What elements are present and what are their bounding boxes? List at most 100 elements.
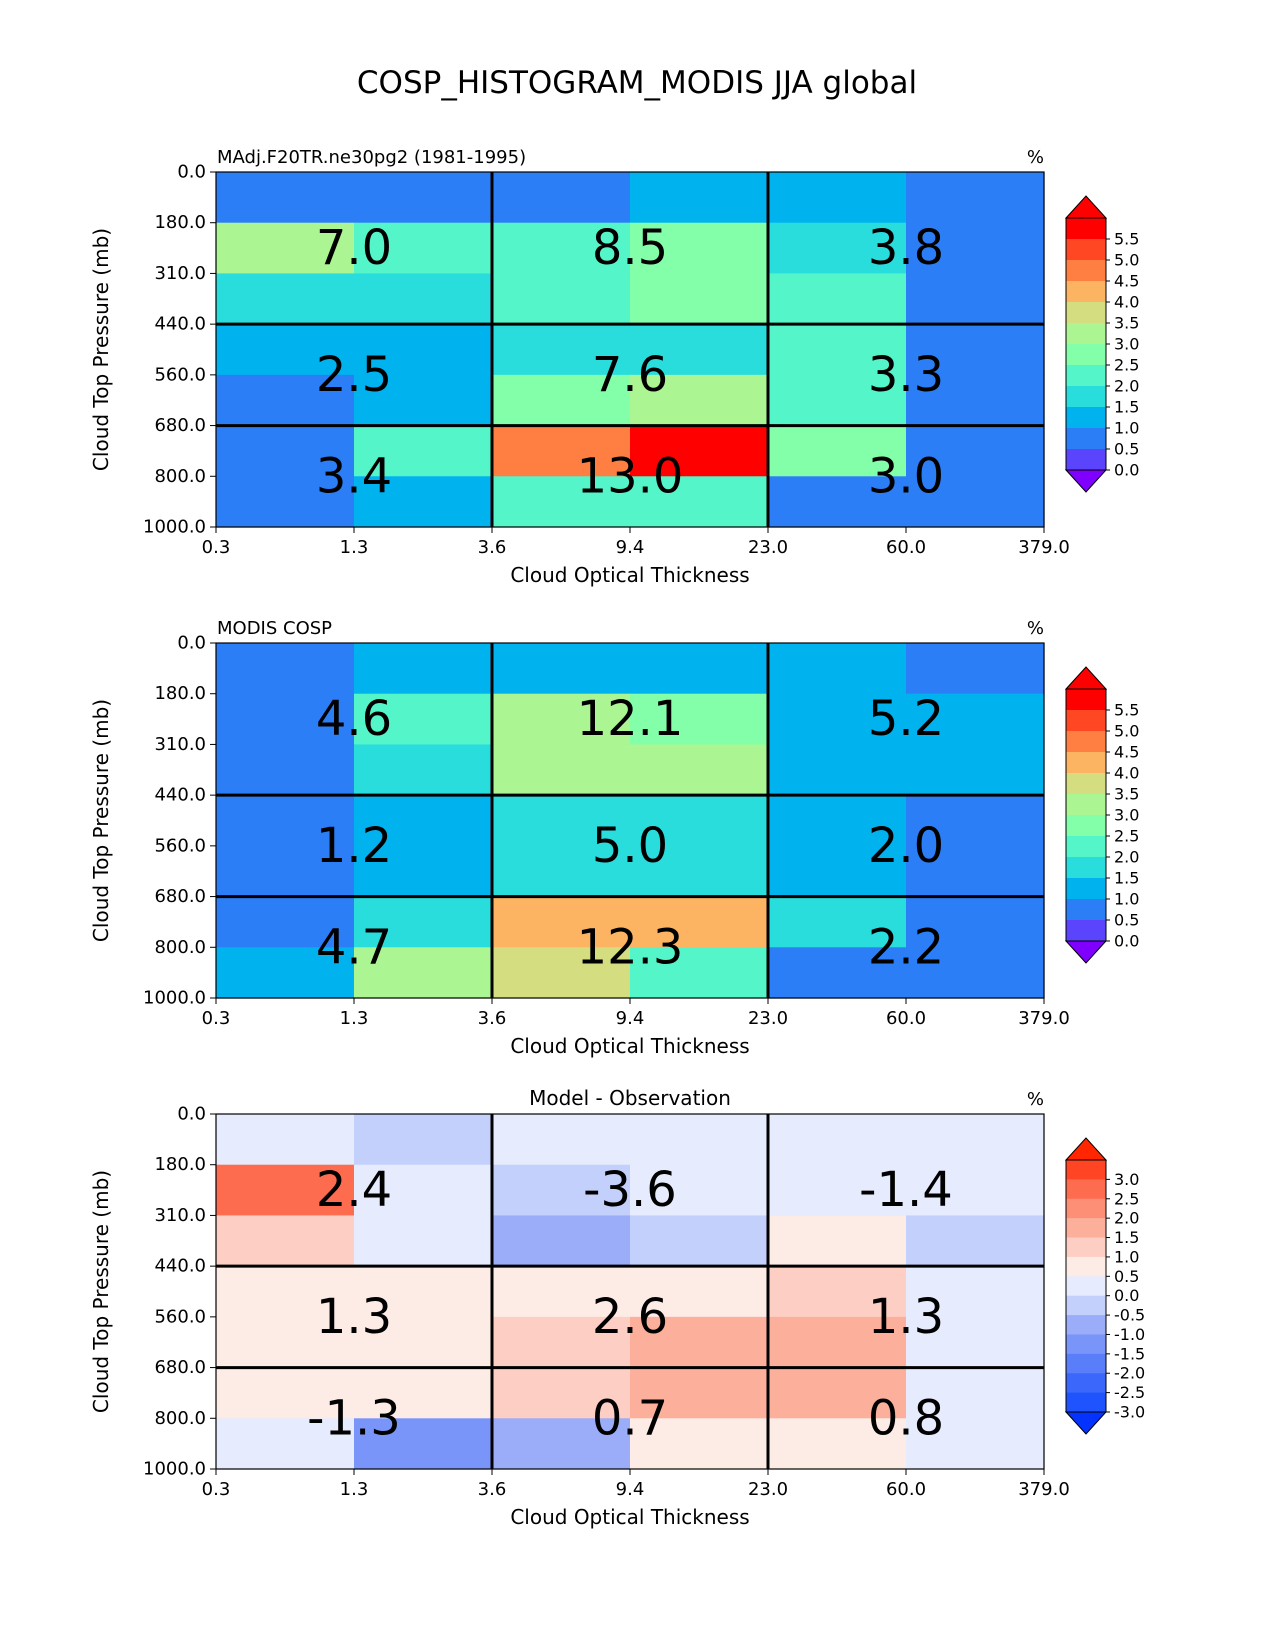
x-tick-label: 9.4 bbox=[616, 1008, 645, 1029]
colorbar-swatch bbox=[1066, 1295, 1106, 1316]
heatmap-cell bbox=[354, 1114, 493, 1166]
colorbar-swatch bbox=[1066, 365, 1106, 387]
y-tick-label: 560.0 bbox=[154, 835, 206, 856]
colorbar-swatch bbox=[1066, 1315, 1106, 1335]
y-tick-label: 310.0 bbox=[154, 263, 206, 284]
block-sum-label: 3.3 bbox=[868, 347, 944, 403]
block-sum-label: -1.4 bbox=[859, 1162, 953, 1218]
heatmap-cell bbox=[216, 693, 355, 746]
heatmap-cell bbox=[630, 795, 769, 847]
x-axis-label: Cloud Optical Thickness bbox=[510, 1505, 749, 1529]
colorbar-tick-label: 0.0 bbox=[1114, 932, 1139, 951]
y-tick-label: 1000.0 bbox=[143, 988, 206, 1009]
x-axis-label: Cloud Optical Thickness bbox=[510, 1034, 749, 1058]
colorbar-swatch bbox=[1066, 1218, 1106, 1239]
heatmap-cell bbox=[906, 222, 1045, 275]
heatmap-cell bbox=[354, 324, 493, 376]
block-sum-label: 3.8 bbox=[868, 220, 944, 276]
heatmap-cell bbox=[216, 1316, 355, 1369]
heatmap-cell bbox=[768, 1367, 907, 1419]
x-tick-label: 379.0 bbox=[1018, 537, 1070, 558]
heatmap-cell bbox=[630, 896, 769, 948]
colorbar-swatch bbox=[1066, 1276, 1106, 1297]
colorbar-tick-label: 4.0 bbox=[1114, 293, 1139, 312]
heatmap-cell bbox=[630, 1164, 769, 1217]
colorbar-tick-label: 2.5 bbox=[1114, 356, 1139, 375]
colorbar-tick-label: 5.0 bbox=[1114, 722, 1139, 741]
heatmap-cell bbox=[768, 947, 907, 999]
block-sum-label: 2.2 bbox=[868, 919, 944, 975]
heatmap-cell bbox=[768, 795, 907, 847]
x-tick-label: 3.6 bbox=[478, 537, 507, 558]
heatmap-cell bbox=[630, 324, 769, 376]
y-tick-label: 440.0 bbox=[154, 785, 206, 806]
block-sum-label: 2.0 bbox=[868, 818, 944, 874]
heatmap-cell bbox=[492, 643, 631, 695]
colorbar-swatch bbox=[1066, 794, 1106, 816]
colorbar-swatch bbox=[1066, 386, 1106, 408]
heatmap-cell bbox=[492, 1215, 631, 1267]
colorbar-tick-label: -2.0 bbox=[1114, 1364, 1145, 1383]
heatmap-cell bbox=[630, 222, 769, 275]
x-tick-label: 0.3 bbox=[202, 1008, 231, 1029]
colorbar-tick-label: 1.5 bbox=[1114, 1228, 1139, 1247]
heatmap-cell bbox=[354, 374, 493, 427]
heatmap-cell bbox=[216, 273, 355, 325]
units-label: % bbox=[1027, 1089, 1044, 1110]
block-sum-label: 12.1 bbox=[577, 691, 684, 747]
heatmap-cell bbox=[768, 273, 907, 325]
colorbar-tick-label: 3.0 bbox=[1114, 1170, 1139, 1189]
colorbar-tick-label: -0.5 bbox=[1114, 1306, 1145, 1325]
colorbar-tick-label: 2.0 bbox=[1114, 848, 1139, 867]
colorbar-swatch bbox=[1066, 731, 1106, 753]
colorbar-extend-top bbox=[1064, 195, 1108, 219]
colorbar-swatch bbox=[1066, 1160, 1106, 1180]
heatmap-cell bbox=[492, 222, 631, 275]
colorbar-tick-label: 4.5 bbox=[1114, 272, 1139, 291]
colorbar-tick-label: 2.0 bbox=[1114, 1209, 1139, 1228]
heatmap-cell bbox=[216, 374, 355, 427]
heatmap-cell bbox=[906, 425, 1045, 477]
heatmap-cell bbox=[492, 693, 631, 746]
colorbar-swatch bbox=[1066, 344, 1106, 366]
heatmap-cell bbox=[492, 1367, 631, 1419]
heatmap-cell bbox=[354, 896, 493, 948]
heatmap-cell bbox=[630, 947, 769, 999]
colorbar-swatch bbox=[1066, 899, 1106, 921]
panel-difference: 2.4 -3.6 -1.4 1.3 2.6 1.3 -1.3 0.7 0.8 0.3 1.3 3.6 9… bbox=[89, 1086, 1145, 1529]
heatmap-cell bbox=[630, 1316, 769, 1369]
colorbar-swatch bbox=[1066, 449, 1106, 471]
heatmap-cell bbox=[216, 1367, 355, 1419]
heatmap-cell bbox=[768, 1418, 907, 1470]
y-tick-label: 180.0 bbox=[154, 683, 206, 704]
heatmap-cell bbox=[630, 1367, 769, 1419]
heatmap-cell bbox=[354, 172, 493, 224]
heatmap-cell bbox=[906, 1164, 1045, 1217]
heatmap-cell bbox=[630, 845, 769, 898]
block-sum-label: 1.3 bbox=[868, 1289, 944, 1345]
heatmap-cell bbox=[216, 1114, 355, 1166]
heatmap-cell bbox=[354, 1418, 493, 1470]
heatmap-cell bbox=[906, 643, 1045, 695]
colorbar-tick-label: 2.5 bbox=[1114, 1189, 1139, 1208]
heatmap-cell bbox=[354, 273, 493, 325]
block-sum-label: 12.3 bbox=[577, 919, 684, 975]
heatmap-cell bbox=[768, 896, 907, 948]
colorbar-swatch bbox=[1066, 260, 1106, 282]
y-tick-label: 0.0 bbox=[177, 1104, 206, 1125]
heatmap-cell bbox=[768, 222, 907, 275]
x-tick-label: 1.3 bbox=[340, 537, 369, 558]
heatmap-cell bbox=[906, 273, 1045, 325]
heatmap-cell bbox=[354, 222, 493, 275]
heatmap-cell bbox=[492, 795, 631, 847]
colorbar-swatch bbox=[1066, 1237, 1106, 1258]
block-sum-label: 2.5 bbox=[316, 347, 392, 403]
x-tick-label: 379.0 bbox=[1018, 1479, 1070, 1500]
colorbar-tick-label: 1.5 bbox=[1114, 398, 1139, 417]
y-tick-label: 440.0 bbox=[154, 314, 206, 335]
colorbar-swatch bbox=[1066, 1392, 1106, 1413]
block-sum-label: 4.7 bbox=[316, 919, 392, 975]
heatmap-cell bbox=[906, 845, 1045, 898]
heatmap-cell bbox=[492, 1418, 631, 1470]
heatmap-cell bbox=[630, 1418, 769, 1470]
